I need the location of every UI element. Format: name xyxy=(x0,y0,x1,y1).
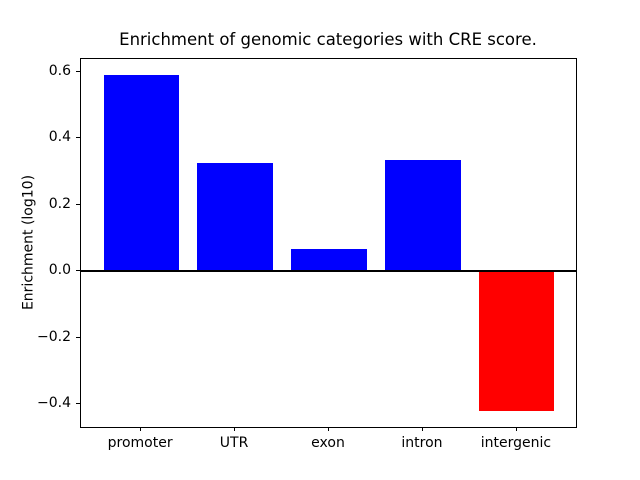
bar-intron xyxy=(385,159,461,272)
x-tick-mark xyxy=(140,427,142,431)
bar-intergenic xyxy=(479,271,555,411)
bar-promoter xyxy=(103,74,179,272)
x-tick-label-UTR: UTR xyxy=(219,435,249,451)
x-tick-label-promoter: promoter xyxy=(107,435,173,451)
y-tick-mark xyxy=(76,70,80,72)
y-axis-label: Enrichment (log10) xyxy=(20,174,37,311)
x-tick-mark xyxy=(515,427,517,431)
plot-area xyxy=(80,58,577,428)
y-tick-label: 0.4 xyxy=(48,129,71,146)
x-tick-label-exon: exon xyxy=(311,435,345,451)
zero-line xyxy=(81,269,576,273)
chart-title: Enrichment of genomic categories with CR… xyxy=(119,30,537,49)
x-tick-mark xyxy=(328,427,329,431)
x-tick-label-intergenic: intergenic xyxy=(480,435,552,451)
x-tick-label-intron: intron xyxy=(401,435,443,451)
y-tick-label: 0.6 xyxy=(48,62,71,79)
y-tick-mark xyxy=(76,203,80,205)
y-tick-label: 0.0 xyxy=(48,262,71,279)
x-tick-mark xyxy=(421,427,423,431)
y-tick-label: 0.2 xyxy=(48,195,71,212)
y-tick-mark xyxy=(76,336,80,338)
y-tick-mark xyxy=(76,270,80,272)
y-tick-label: −0.2 xyxy=(37,328,71,345)
x-tick-mark xyxy=(234,427,236,431)
bar-UTR xyxy=(197,163,273,272)
y-tick-mark xyxy=(76,137,80,139)
y-tick-label: −0.4 xyxy=(37,395,71,412)
bar-exon xyxy=(291,249,367,272)
y-tick-mark xyxy=(76,403,80,405)
